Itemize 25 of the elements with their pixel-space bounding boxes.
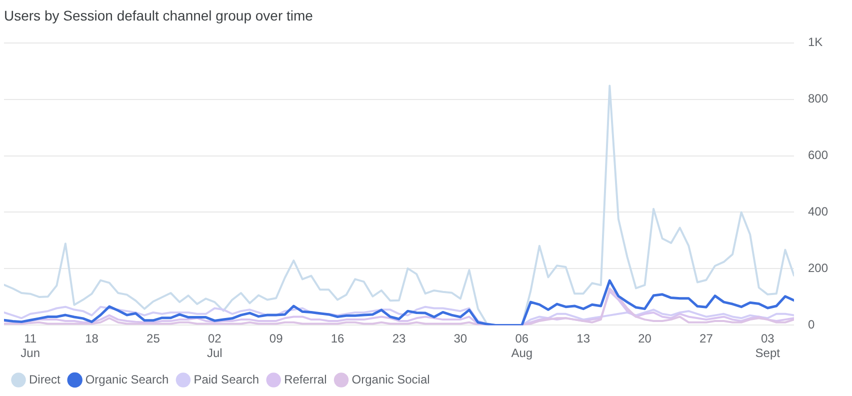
legend-label: Referral: [284, 372, 327, 386]
x-tick-label: 25: [146, 332, 160, 346]
x-tick-label: 23: [392, 332, 406, 346]
x-tick-label: 16: [330, 332, 345, 346]
x-tick-label: 13: [576, 332, 590, 346]
chart-title: Users by Session default channel group over time: [4, 7, 314, 24]
legend-label: Paid Search: [194, 372, 260, 386]
x-tick-label: 06 Aug: [511, 332, 533, 360]
y-tick-label: 800: [808, 92, 828, 106]
y-tick-label: 600: [808, 148, 828, 162]
x-tick-label: 18: [85, 332, 99, 346]
y-tick-label: 1K: [808, 35, 823, 50]
x-tick-label: 30: [454, 332, 468, 346]
x-tick-label: 02 Jul: [206, 332, 222, 360]
legend-label: Organic Search: [85, 372, 169, 386]
x-tick-label: 27: [700, 332, 714, 346]
legend-label: Direct: [29, 372, 61, 386]
y-tick-label: 200: [808, 261, 828, 276]
y-tick-label: 0: [808, 318, 815, 332]
x-tick-label: 09: [269, 332, 284, 346]
y-tick-label: 400: [808, 204, 828, 219]
x-tick-label: 03 Sept: [755, 332, 781, 360]
legend-label: Organic Social: [352, 372, 430, 386]
x-tick-label: 11 Jun: [20, 332, 40, 360]
x-tick-label: 20: [638, 332, 652, 346]
